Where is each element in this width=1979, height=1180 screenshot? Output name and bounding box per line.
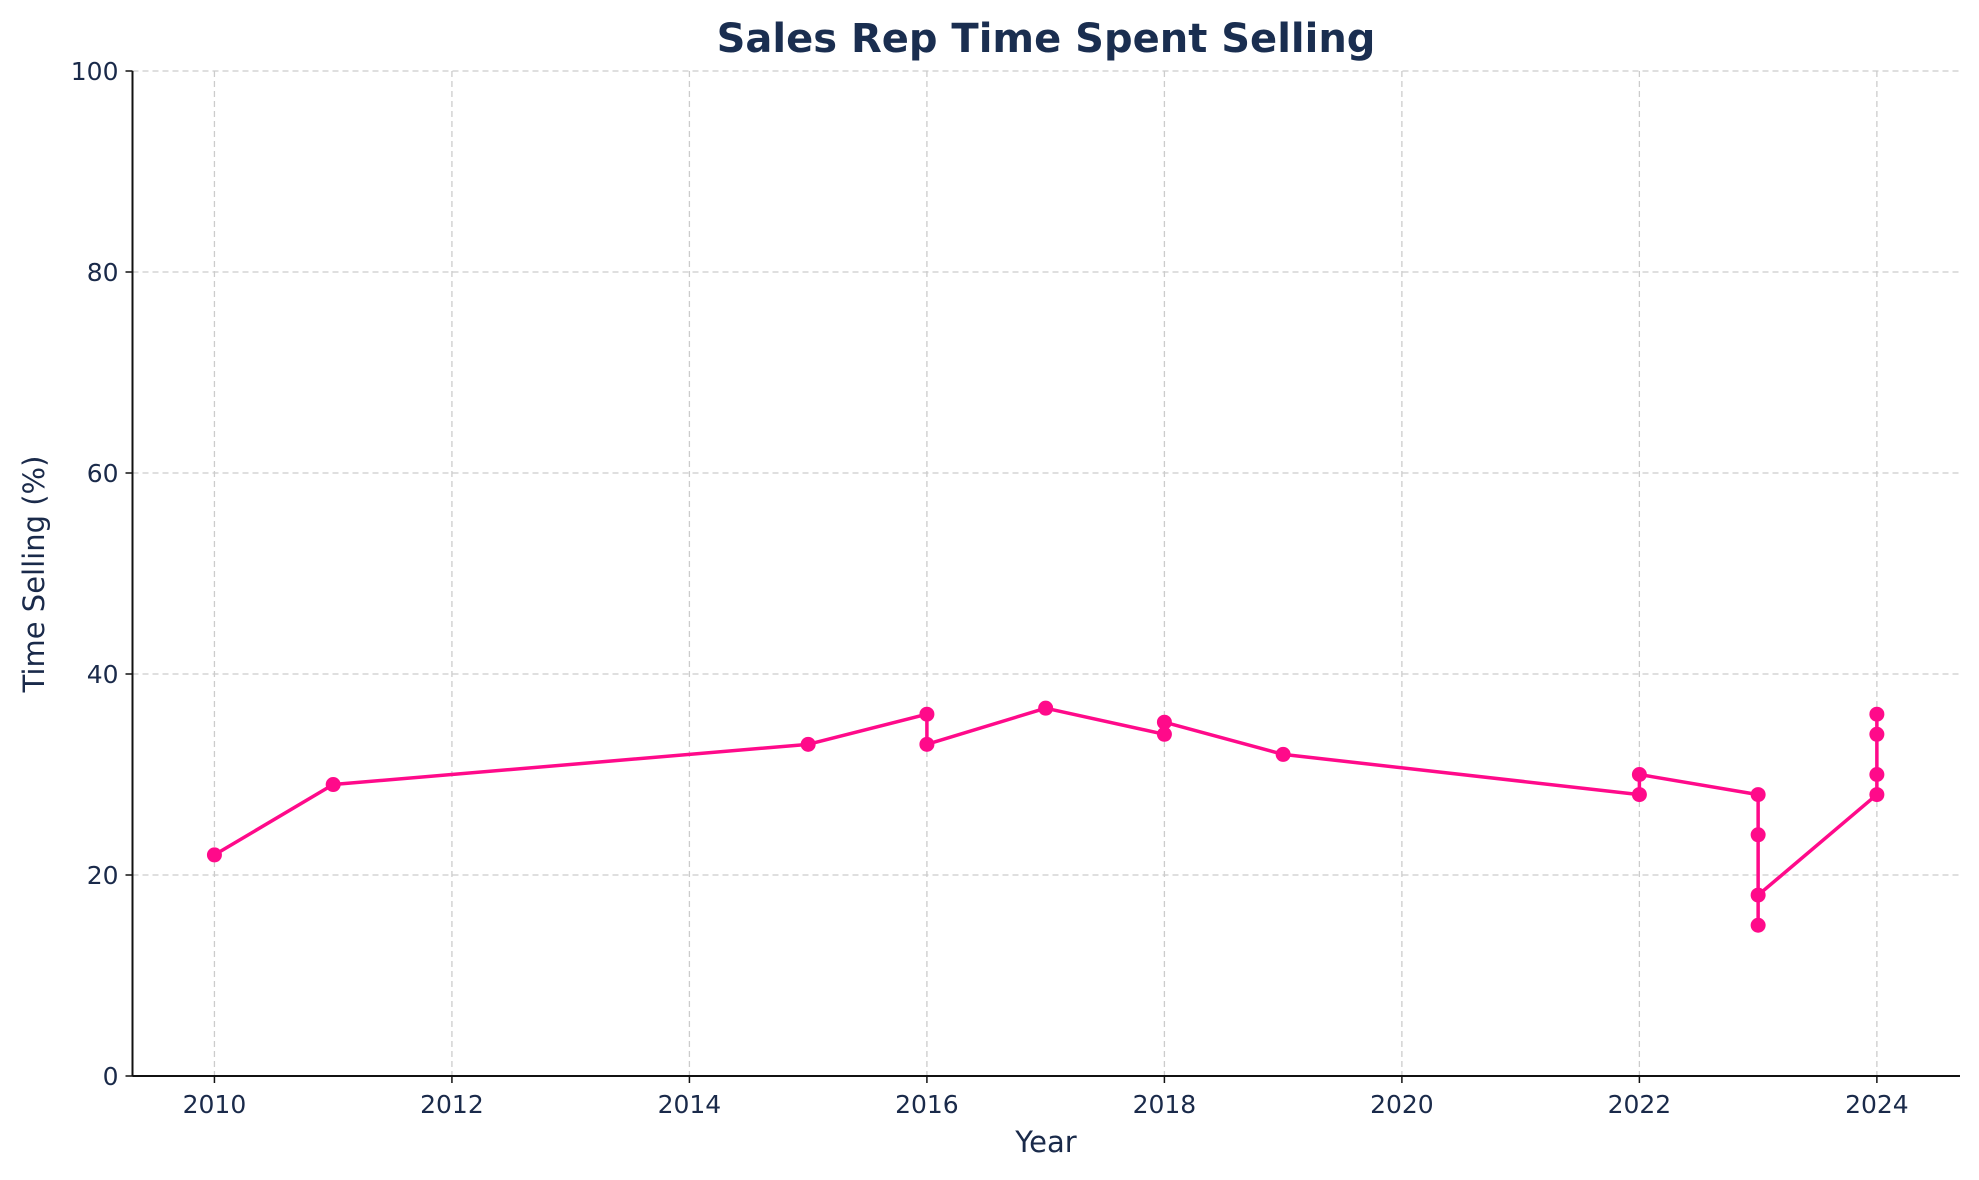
y-axis-label: Time Selling (%) [17,456,51,694]
data-point [1750,827,1766,843]
data-point [1869,767,1885,782]
x-tick-label: 2012 [420,1090,484,1119]
x-tick-label: 2022 [1608,1090,1672,1119]
data-point [919,736,935,752]
grid [132,70,1960,1076]
x-tick-label: 2024 [1845,1090,1909,1119]
y-tick-label: 60 [87,459,119,488]
data-point [1038,700,1054,716]
chart-title: Sales Rep Time Spent Selling [717,16,1376,62]
x-tick-label: 2010 [183,1090,247,1119]
data-point [1275,746,1291,762]
x-tick-label: 2020 [1370,1090,1434,1119]
data-point [1631,767,1647,782]
data-point [1869,706,1885,722]
y-tick-label: 20 [87,861,119,890]
y-tick-label: 80 [87,258,119,287]
data-point [800,736,816,752]
data-point [1750,917,1766,933]
data-point [1869,787,1885,803]
data-point [206,847,222,863]
data-point [919,706,935,722]
y-tick-label: 0 [103,1062,119,1091]
data-point [1869,726,1885,742]
axes [125,70,1960,1083]
tick-labels: 2010 2012 2014 2016 2018 2020 2022 2024 0 20 40 60 8… [71,57,1909,1119]
y-tick-label: 100 [71,57,119,86]
series-line [213,706,1879,927]
data-point [1750,887,1766,903]
data-point [1156,714,1172,730]
data-point [325,777,341,793]
x-tick-label: 2018 [1133,1090,1197,1119]
series [206,700,1885,933]
data-point [1156,726,1172,742]
data-point [1750,787,1766,803]
y-tick-label: 40 [87,660,119,689]
x-tick-label: 2016 [895,1090,959,1119]
data-point [1631,787,1647,803]
x-tick-label: 2014 [658,1090,722,1119]
x-axis-label: Year [1014,1125,1076,1159]
